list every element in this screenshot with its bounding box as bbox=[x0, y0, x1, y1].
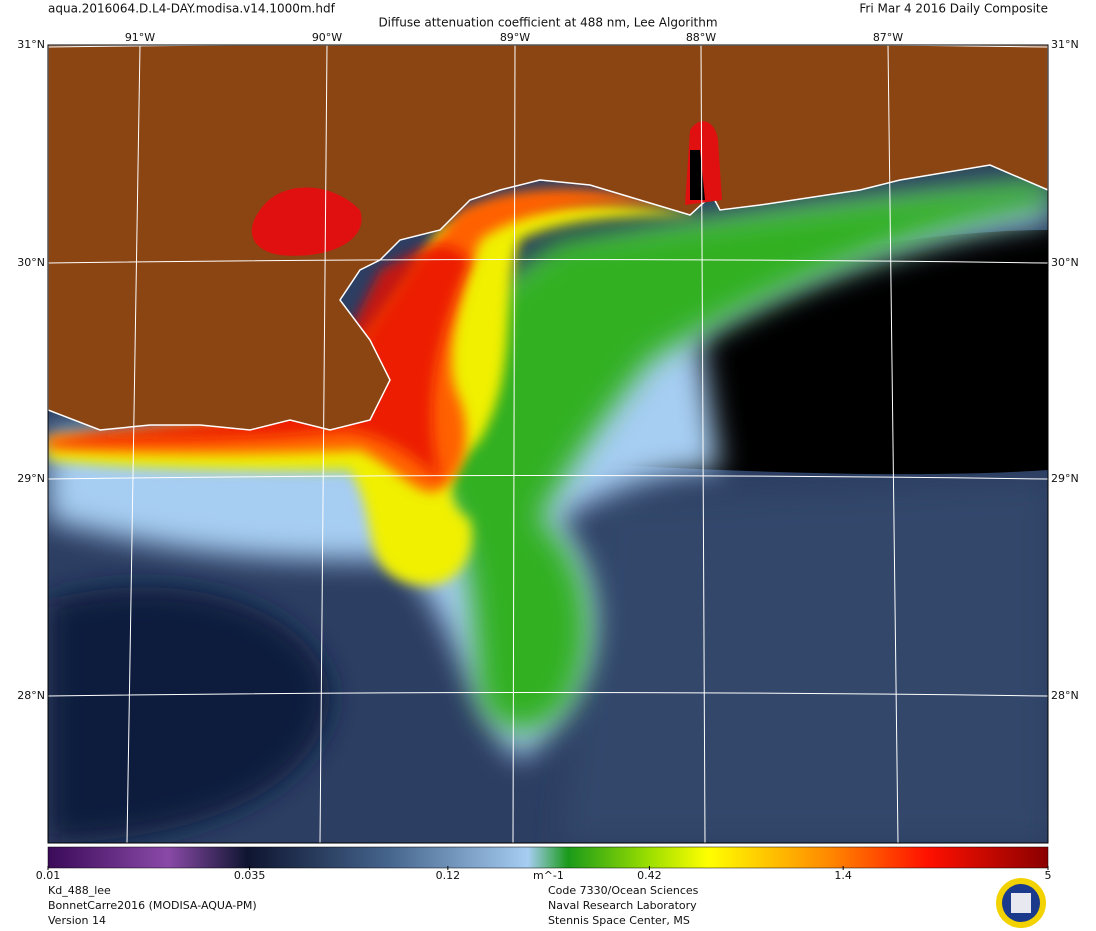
map-frame bbox=[47, 44, 1049, 844]
nrl-logo bbox=[996, 878, 1046, 928]
colorbar-tick-label: 0.01 bbox=[36, 869, 61, 882]
colorbar-unit: m^-1 bbox=[533, 869, 564, 882]
footer-line: BonnetCarre2016 (MODISA-AQUA-PM) bbox=[48, 899, 257, 912]
lat-label: 30°N bbox=[17, 256, 45, 269]
colorbar-tick-label: 0.12 bbox=[436, 869, 461, 882]
lat-label: 30°N bbox=[1051, 256, 1079, 269]
lat-label: 28°N bbox=[17, 689, 45, 702]
lon-label: 87°W bbox=[873, 31, 903, 44]
lon-labels: 91°W 90°W 89°W 88°W 87°W bbox=[125, 31, 903, 44]
date: Fri Mar 4 2016 Daily Composite bbox=[859, 2, 1048, 16]
footer-line: Kd_488_lee bbox=[48, 884, 111, 897]
footer-line: Stennis Space Center, MS bbox=[548, 914, 690, 927]
colorbar-ticks: 0.01 0.035 0.12 0.42 1.4 5 bbox=[36, 866, 1052, 882]
lon-label: 89°W bbox=[500, 31, 530, 44]
footer-right: Code 7330/Ocean Sciences Naval Research L… bbox=[548, 884, 699, 927]
filename: aqua.2016064.D.L4-DAY.modisa.v14.1000m.h… bbox=[48, 2, 336, 16]
colorbar bbox=[47, 846, 1049, 869]
colorbar-tick-label: 5 bbox=[1045, 869, 1052, 882]
footer-line: Version 14 bbox=[48, 914, 106, 927]
map bbox=[48, 45, 1048, 843]
lon-label: 88°W bbox=[686, 31, 716, 44]
lon-label: 90°W bbox=[312, 31, 342, 44]
colorbar-tick-label: 0.42 bbox=[637, 869, 662, 882]
lat-label: 29°N bbox=[17, 472, 45, 485]
colorbar-tick-label: 0.035 bbox=[234, 869, 266, 882]
lat-label: 31°N bbox=[1051, 38, 1079, 51]
title: Diffuse attenuation coefficient at 488 n… bbox=[378, 16, 717, 30]
lat-labels: 31°N 31°N 30°N 30°N 29°N 29°N 28°N 28°N bbox=[17, 38, 1078, 702]
footer-line: Naval Research Laboratory bbox=[548, 899, 697, 912]
lat-label: 31°N bbox=[17, 38, 45, 51]
footer-line: Code 7330/Ocean Sciences bbox=[548, 884, 699, 897]
lon-label: 91°W bbox=[125, 31, 155, 44]
lat-label: 28°N bbox=[1051, 689, 1079, 702]
colorbar-tick-label: 1.4 bbox=[834, 869, 852, 882]
lat-label: 29°N bbox=[1051, 472, 1079, 485]
footer-left: Kd_488_lee BonnetCarre2016 (MODISA-AQUA-P… bbox=[48, 884, 257, 927]
